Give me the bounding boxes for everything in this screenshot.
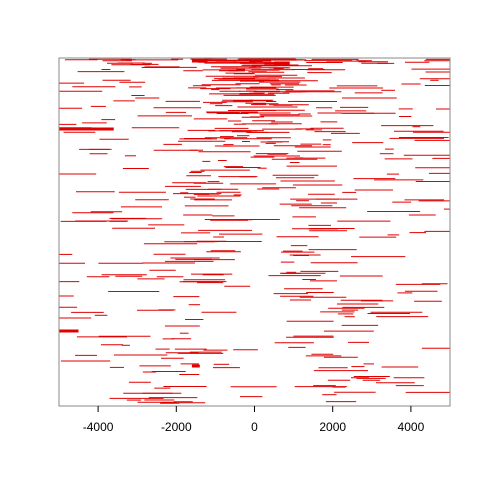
x-tick-label-2: 0: [251, 420, 258, 434]
x-tick-label-3: 2000: [319, 420, 346, 434]
x-axis: -4000 -2000 0 2000 4000: [83, 406, 425, 434]
x-tick-label-0: -4000: [83, 420, 114, 434]
x-tick-label-1: -2000: [161, 420, 192, 434]
segment-layer: [59, 58, 450, 404]
x-tick-label-4: 4000: [398, 420, 425, 434]
